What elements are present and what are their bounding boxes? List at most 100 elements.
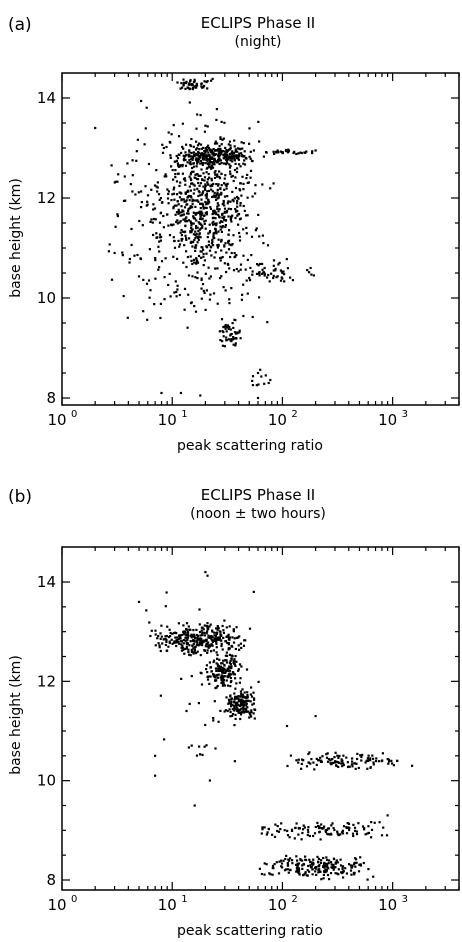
data-point bbox=[227, 248, 231, 251]
data-point bbox=[186, 633, 189, 636]
data-point bbox=[213, 171, 216, 174]
data-point bbox=[196, 162, 199, 165]
data-point bbox=[219, 259, 222, 262]
data-point bbox=[234, 647, 237, 651]
data-point bbox=[243, 150, 246, 153]
data-point bbox=[187, 631, 190, 634]
data-point bbox=[191, 228, 194, 231]
data-point bbox=[196, 199, 199, 202]
data-point bbox=[234, 344, 237, 347]
data-point bbox=[182, 198, 185, 201]
data-point bbox=[237, 644, 240, 647]
data-point bbox=[221, 648, 224, 651]
data-point bbox=[213, 637, 216, 640]
data-point bbox=[366, 832, 369, 835]
data-point bbox=[192, 157, 195, 160]
data-point bbox=[277, 263, 280, 266]
data-point bbox=[271, 866, 274, 870]
data-point bbox=[276, 151, 280, 154]
data-point bbox=[129, 183, 132, 186]
data-point bbox=[354, 857, 357, 860]
data-point bbox=[173, 198, 176, 201]
data-point bbox=[359, 856, 362, 859]
data-point bbox=[242, 709, 245, 712]
data-point bbox=[235, 682, 238, 685]
data-point bbox=[185, 203, 188, 206]
data-point bbox=[216, 191, 219, 194]
data-point bbox=[141, 224, 144, 227]
data-point bbox=[193, 80, 196, 83]
data-point bbox=[204, 200, 207, 204]
data-point bbox=[180, 677, 183, 680]
data-point bbox=[391, 762, 394, 765]
data-point bbox=[196, 211, 199, 214]
data-point bbox=[251, 384, 254, 387]
data-point bbox=[210, 166, 213, 169]
data-point bbox=[190, 137, 193, 141]
data-point bbox=[342, 763, 345, 767]
data-point bbox=[218, 149, 221, 153]
data-point bbox=[161, 642, 164, 645]
data-point bbox=[156, 637, 159, 640]
data-point bbox=[180, 82, 183, 85]
data-point bbox=[290, 829, 294, 832]
data-point bbox=[136, 138, 139, 141]
data-point bbox=[191, 203, 194, 206]
x-tick-label-exponent: 3 bbox=[402, 894, 408, 905]
data-point bbox=[189, 173, 192, 176]
data-point bbox=[226, 209, 229, 213]
data-point bbox=[180, 239, 183, 242]
data-point bbox=[234, 677, 237, 680]
data-point bbox=[356, 757, 359, 761]
data-point bbox=[228, 229, 231, 232]
data-point bbox=[318, 830, 321, 833]
data-point bbox=[194, 84, 197, 88]
data-point bbox=[248, 716, 251, 719]
data-point bbox=[265, 863, 268, 866]
data-point bbox=[175, 295, 178, 298]
data-point bbox=[363, 827, 366, 830]
data-point bbox=[279, 279, 283, 282]
data-point bbox=[193, 238, 196, 242]
data-point bbox=[187, 648, 190, 651]
data-point bbox=[219, 339, 222, 342]
panel-a-plot-frame bbox=[61, 72, 460, 406]
data-point bbox=[206, 625, 209, 628]
data-point bbox=[192, 211, 195, 214]
data-point bbox=[229, 702, 233, 705]
data-point bbox=[196, 153, 199, 156]
data-point bbox=[243, 159, 246, 162]
data-point bbox=[154, 754, 157, 757]
data-point bbox=[223, 684, 226, 687]
data-point bbox=[122, 199, 126, 202]
data-point bbox=[222, 629, 225, 632]
data-point bbox=[225, 325, 228, 328]
data-point bbox=[185, 634, 188, 637]
data-point bbox=[166, 188, 169, 191]
data-point bbox=[197, 194, 200, 198]
data-point bbox=[235, 155, 238, 158]
data-point bbox=[291, 862, 294, 865]
data-point bbox=[212, 220, 215, 223]
data-point bbox=[212, 182, 215, 185]
x-tick-label: 10 bbox=[158, 411, 177, 429]
data-point bbox=[174, 636, 177, 639]
data-point bbox=[318, 864, 321, 867]
data-point bbox=[190, 241, 193, 244]
data-point bbox=[291, 279, 294, 282]
data-point bbox=[110, 278, 114, 281]
data-point bbox=[187, 293, 190, 296]
data-point bbox=[224, 323, 227, 327]
data-point bbox=[225, 154, 228, 157]
data-point bbox=[215, 108, 218, 111]
data-point bbox=[144, 127, 147, 130]
data-point bbox=[225, 626, 228, 629]
data-point bbox=[189, 177, 192, 180]
data-point bbox=[315, 757, 318, 760]
data-point bbox=[267, 381, 270, 385]
data-point bbox=[110, 164, 113, 167]
data-point bbox=[219, 639, 223, 642]
data-point bbox=[206, 678, 210, 681]
data-point bbox=[199, 634, 202, 637]
data-point bbox=[220, 679, 223, 682]
